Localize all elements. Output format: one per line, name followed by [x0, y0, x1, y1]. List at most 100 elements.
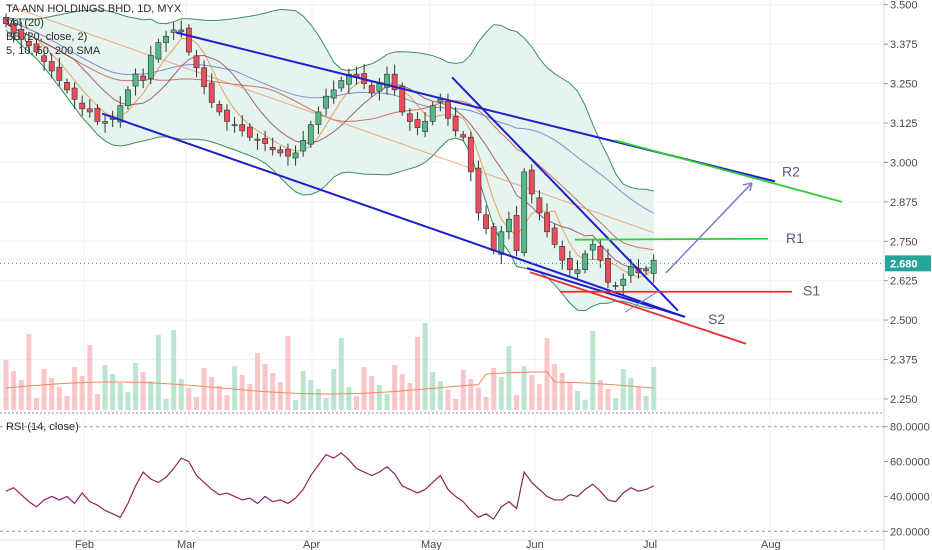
candle: [231, 124, 238, 126]
volume-bar: [376, 385, 382, 410]
price-tick-label: 3.500: [890, 0, 918, 12]
candle: [307, 124, 314, 145]
volume-bar: [87, 345, 93, 410]
candle: [627, 266, 634, 276]
candle: [277, 149, 284, 154]
volume-bar: [468, 379, 474, 410]
volume-bar: [331, 369, 337, 410]
candle: [612, 285, 619, 287]
volume-bar: [11, 371, 17, 410]
volume-bar: [224, 395, 230, 410]
volume-bar: [430, 372, 436, 410]
volume-bar: [605, 389, 611, 410]
candle: [285, 148, 291, 157]
volume-bar: [49, 378, 55, 410]
candle: [86, 108, 93, 113]
volume-bar: [270, 373, 276, 410]
volume-bar: [315, 389, 321, 410]
volume-bar: [498, 377, 504, 410]
volume-bar: [155, 335, 161, 410]
volume-bar: [209, 377, 215, 410]
volume-bar: [643, 396, 649, 410]
price-axis-bg: [884, 0, 932, 550]
candle: [147, 54, 154, 79]
candle: [589, 244, 596, 251]
candle: [315, 111, 322, 125]
r2-resistance-line: [614, 139, 843, 203]
volume-bar: [125, 392, 131, 410]
candle: [33, 43, 40, 53]
time-axis-label: Jun: [526, 539, 544, 550]
candle: [605, 257, 611, 283]
volume-bar: [56, 387, 62, 410]
volume-bar: [414, 337, 420, 410]
volume-bar: [163, 399, 169, 410]
bollinger-band-fill: [6, 9, 654, 311]
candle: [475, 167, 482, 214]
volume-bar: [239, 375, 245, 410]
volume-bar: [491, 368, 497, 410]
candle: [506, 218, 512, 233]
candle: [208, 82, 215, 103]
time-axis-label: Feb: [75, 539, 94, 550]
candle: [582, 253, 589, 270]
candle: [246, 126, 253, 138]
candle: [102, 121, 108, 124]
candle: [56, 66, 63, 81]
candle: [521, 171, 528, 253]
volume-bar: [590, 331, 596, 410]
volume-ma: [5, 371, 654, 395]
time-axis-label: Aug: [761, 539, 781, 550]
candle: [10, 23, 17, 34]
candle: [429, 105, 436, 122]
candle: [414, 119, 421, 129]
candle: [643, 269, 649, 272]
volume-bar: [475, 388, 481, 410]
candle: [178, 29, 185, 33]
volume-bar: [110, 374, 116, 410]
last-price-badge: [885, 255, 931, 272]
candle: [368, 85, 375, 94]
candle: [490, 226, 497, 252]
candle: [94, 107, 101, 122]
volume-bar: [628, 378, 634, 410]
candle: [269, 146, 276, 151]
volume-bar: [552, 364, 558, 410]
annotation-s1: S1: [803, 283, 820, 299]
time-axis-label: Apr: [303, 539, 320, 550]
price-tick-label: 3.375: [890, 39, 918, 51]
volume-bar: [79, 376, 85, 410]
volume-bar: [3, 360, 9, 410]
candle: [559, 246, 566, 261]
candle: [467, 136, 474, 173]
candle: [452, 116, 459, 132]
volume-bar: [338, 338, 344, 410]
volume-bar: [582, 400, 588, 410]
volume-bar: [521, 366, 527, 410]
candle: [71, 87, 78, 100]
volume-bar: [262, 364, 268, 410]
price-tick-label: 2.625: [890, 276, 918, 288]
volume-bar: [300, 371, 306, 410]
candle: [155, 42, 162, 60]
candle: [437, 99, 444, 103]
candle: [620, 278, 627, 286]
volume-bar: [399, 374, 405, 410]
candle: [498, 231, 505, 255]
volume-bar: [567, 382, 573, 410]
volume-bar: [651, 367, 657, 410]
volume-bar: [194, 397, 199, 410]
wedge-upper-trendline: [451, 76, 679, 312]
annotation-s2: S2: [708, 311, 725, 327]
volume-bar: [148, 381, 154, 410]
volume-bar: [323, 398, 329, 410]
candle: [25, 41, 32, 47]
candle: [597, 246, 604, 261]
volume-bar: [293, 400, 299, 410]
candle: [239, 124, 246, 132]
last-price-label: 2.680: [890, 258, 918, 270]
candle: [650, 259, 657, 274]
legend-item: BB (20, close, 2): [6, 31, 87, 43]
